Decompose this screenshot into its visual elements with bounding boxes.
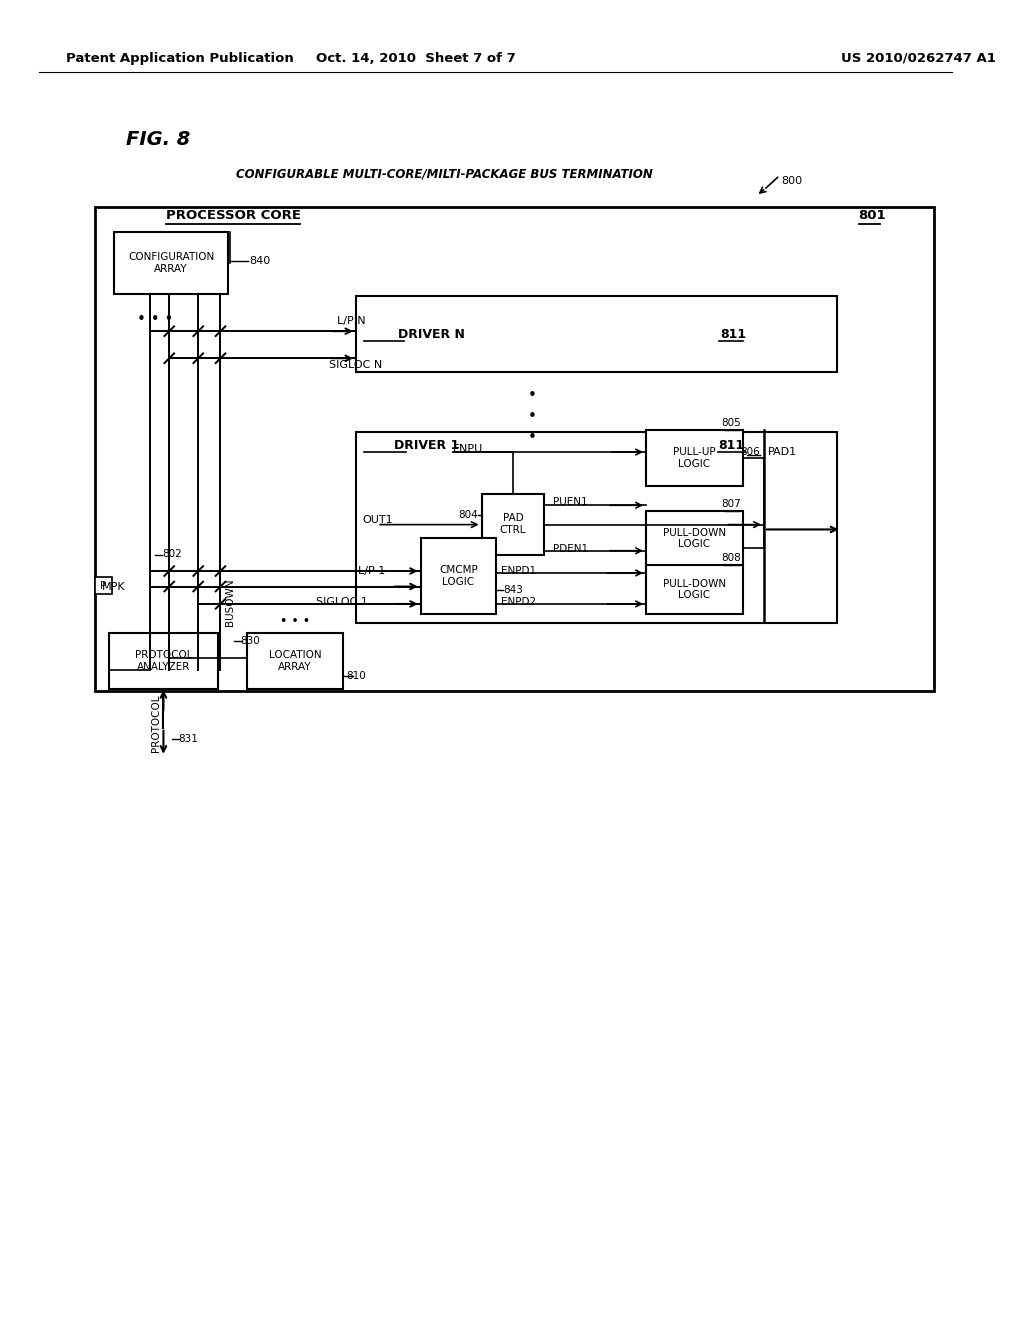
Text: PAD
CTRL: PAD CTRL	[500, 513, 526, 535]
Text: PROCESSOR CORE: PROCESSOR CORE	[166, 209, 301, 222]
Text: OUT1: OUT1	[362, 515, 392, 525]
Text: SIGLOC N: SIGLOC N	[329, 360, 382, 370]
Text: 811: 811	[720, 327, 746, 341]
Text: SIGLOC 1: SIGLOC 1	[315, 597, 368, 607]
Text: CONFIGURABLE MULTI-CORE/MILTI-PACKAGE BUS TERMINATION: CONFIGURABLE MULTI-CORE/MILTI-PACKAGE BU…	[237, 168, 653, 180]
Text: PULL-UP
LOGIC: PULL-UP LOGIC	[673, 447, 716, 469]
Bar	[356, 432, 838, 623]
Text: PDEN1: PDEN1	[553, 544, 588, 554]
Text: 830: 830	[240, 636, 259, 645]
Bar	[481, 494, 545, 554]
Text: 840: 840	[250, 256, 270, 265]
Bar	[95, 207, 934, 690]
Text: 801: 801	[859, 209, 887, 222]
Text: 802: 802	[163, 549, 182, 558]
Text: PULL-DOWN
LOGIC: PULL-DOWN LOGIC	[663, 528, 726, 549]
Text: L/P 1: L/P 1	[357, 566, 385, 576]
Text: US 2010/0262747 A1: US 2010/0262747 A1	[842, 51, 996, 65]
Text: BUSOWN: BUSOWN	[225, 578, 236, 626]
Text: ENPU: ENPU	[453, 445, 483, 454]
Text: 808: 808	[721, 553, 740, 564]
Text: Patent Application Publication: Patent Application Publication	[66, 51, 294, 65]
Text: 831: 831	[178, 734, 198, 744]
Text: •
•
•: • • •	[527, 388, 537, 445]
Text: CONFIGURATION
ARRAY: CONFIGURATION ARRAY	[128, 252, 214, 273]
Text: PROTOCOL
ANALYZER: PROTOCOL ANALYZER	[135, 651, 193, 672]
Text: PULL-DOWN
LOGIC: PULL-DOWN LOGIC	[663, 578, 726, 601]
Text: DRIVER 1: DRIVER 1	[394, 438, 459, 451]
Text: 811: 811	[718, 438, 744, 451]
Text: PROTOCOL: PROTOCOL	[151, 694, 161, 751]
Text: 806: 806	[740, 447, 760, 457]
Text: L/P N: L/P N	[337, 317, 366, 326]
Text: 843: 843	[503, 585, 522, 595]
Text: ENPD2: ENPD2	[501, 597, 536, 607]
Bar	[646, 430, 742, 486]
Text: 805: 805	[721, 418, 740, 428]
Text: PAD1: PAD1	[768, 447, 797, 457]
Text: CMCMP
LOGIC: CMCMP LOGIC	[439, 565, 478, 586]
Text: 810: 810	[346, 672, 366, 681]
Bar	[356, 297, 838, 372]
Text: MPK: MPK	[101, 582, 125, 591]
Bar	[95, 577, 113, 594]
Bar	[421, 539, 496, 614]
Bar	[646, 511, 742, 566]
Text: ENPD1: ENPD1	[501, 566, 536, 576]
Text: FIG. 8: FIG. 8	[126, 131, 190, 149]
Bar	[114, 231, 228, 294]
Bar	[646, 565, 742, 614]
Text: PUEN1: PUEN1	[553, 498, 588, 507]
Text: • • •: • • •	[280, 615, 310, 628]
Text: DRIVER N: DRIVER N	[398, 327, 465, 341]
Text: Oct. 14, 2010  Sheet 7 of 7: Oct. 14, 2010 Sheet 7 of 7	[316, 51, 516, 65]
Text: 800: 800	[781, 177, 803, 186]
Text: 807: 807	[721, 499, 740, 510]
Text: 804: 804	[458, 510, 478, 520]
Text: LOCATION
ARRAY: LOCATION ARRAY	[268, 651, 322, 672]
Bar	[247, 632, 343, 689]
Text: • • •: • • •	[136, 312, 173, 327]
Bar	[110, 632, 217, 689]
Text: P: P	[100, 581, 106, 590]
